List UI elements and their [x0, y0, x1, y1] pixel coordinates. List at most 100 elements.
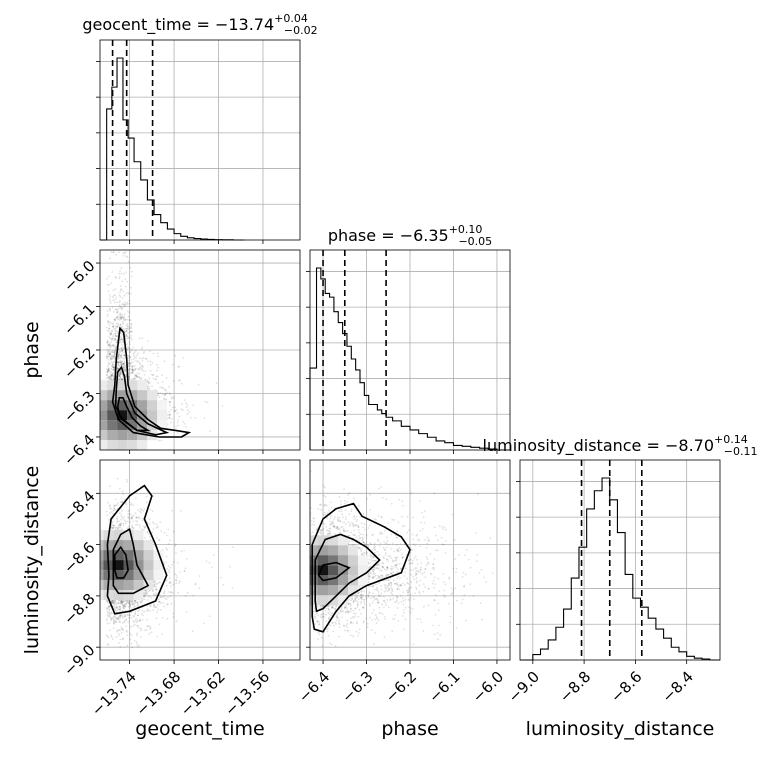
density-cell: [117, 430, 128, 441]
sample-point: [136, 354, 138, 357]
sample-point: [115, 518, 118, 520]
sample-point: [111, 362, 114, 365]
sample-point: [108, 612, 111, 615]
sample-point: [119, 638, 122, 641]
sample-point: [107, 344, 110, 346]
sample-point: [130, 502, 133, 505]
sample-point: [106, 614, 109, 617]
sample-point: [113, 601, 116, 604]
sample-point: [112, 600, 114, 603]
sample-point: [113, 603, 115, 606]
sample-point: [118, 354, 120, 357]
sample-point: [115, 617, 118, 620]
sample-point: [149, 369, 152, 372]
sample-point: [120, 318, 123, 320]
sample-point: [112, 368, 115, 371]
sample-point: [130, 601, 133, 603]
sample-point: [155, 586, 157, 588]
sample-point: [153, 605, 156, 607]
sample-point: [116, 325, 119, 328]
sample-point: [127, 510, 130, 513]
sample-point: [119, 306, 122, 309]
sample-point: [163, 388, 166, 390]
sample-point: [114, 350, 116, 352]
sample-point: [118, 313, 120, 316]
sample-point: [137, 368, 140, 370]
pair-panel-geocent-time-luminosity-distance: [96, 459, 301, 664]
density-cell: [117, 440, 128, 450]
sample-point: [120, 361, 122, 363]
sample-point: [106, 326, 108, 329]
sample-point: [175, 408, 178, 411]
sample-point: [128, 614, 131, 616]
sample-point: [110, 350, 113, 353]
sample-point: [108, 512, 111, 515]
sample-point: [126, 322, 129, 325]
sample-point: [111, 600, 114, 602]
sample-point: [157, 598, 160, 601]
sample-point: [136, 624, 139, 627]
sample-point: [121, 357, 124, 359]
sample-point: [128, 601, 131, 603]
density-cell: [137, 390, 148, 401]
sample-point: [110, 344, 112, 347]
sample-point: [112, 518, 115, 520]
sample-point: [183, 570, 186, 572]
sample-point: [116, 521, 118, 524]
sample-point: [125, 255, 128, 257]
sample-point: [134, 600, 137, 602]
sample-point: [111, 600, 114, 603]
sample-point: [121, 349, 124, 352]
sample-point: [107, 275, 110, 278]
sample-point: [146, 591, 149, 594]
sample-point: [120, 615, 123, 617]
sample-point: [172, 612, 175, 615]
density-cell: [107, 390, 118, 401]
sample-point: [122, 607, 125, 610]
sample-point: [114, 599, 116, 602]
sample-point: [114, 338, 117, 341]
sample-point: [152, 352, 155, 355]
sample-point: [112, 616, 115, 619]
sample-point: [112, 375, 114, 378]
sample-point: [112, 622, 115, 625]
sample-point: [122, 290, 125, 293]
sample-point: [142, 357, 145, 359]
density-cell: [117, 400, 128, 411]
sample-point: [107, 359, 110, 361]
sample-point: [126, 310, 129, 312]
sample-point: [110, 322, 113, 325]
density-cell: [137, 420, 148, 431]
sample-point: [123, 369, 126, 371]
sample-point: [117, 367, 120, 370]
sample-point: [146, 385, 149, 388]
sample-point: [128, 336, 131, 339]
sample-point: [163, 605, 166, 608]
sample-point: [169, 413, 172, 416]
sample-point: [161, 601, 164, 604]
sample-point: [127, 260, 130, 263]
sample-point: [129, 356, 132, 358]
sample-point: [112, 351, 114, 354]
sample-point: [130, 642, 133, 645]
sample-point: [116, 301, 118, 304]
sample-point: [123, 519, 126, 521]
sample-point: [120, 363, 123, 366]
sample-point: [123, 361, 126, 364]
sample-point: [165, 555, 168, 558]
sample-point: [121, 517, 124, 520]
sample-point: [127, 605, 130, 608]
sample-point: [133, 621, 136, 624]
sample-point: [121, 601, 124, 604]
sample-point: [159, 608, 162, 611]
sample-point: [135, 374, 137, 377]
sample-point: [121, 297, 124, 299]
sample-point: [121, 604, 124, 606]
sample-point: [113, 367, 115, 370]
sample-point: [126, 303, 129, 305]
sample-point: [117, 608, 120, 610]
sample-point: [129, 362, 132, 365]
sample-point: [137, 614, 139, 617]
sample-point: [109, 332, 112, 335]
sample-point: [124, 327, 127, 330]
